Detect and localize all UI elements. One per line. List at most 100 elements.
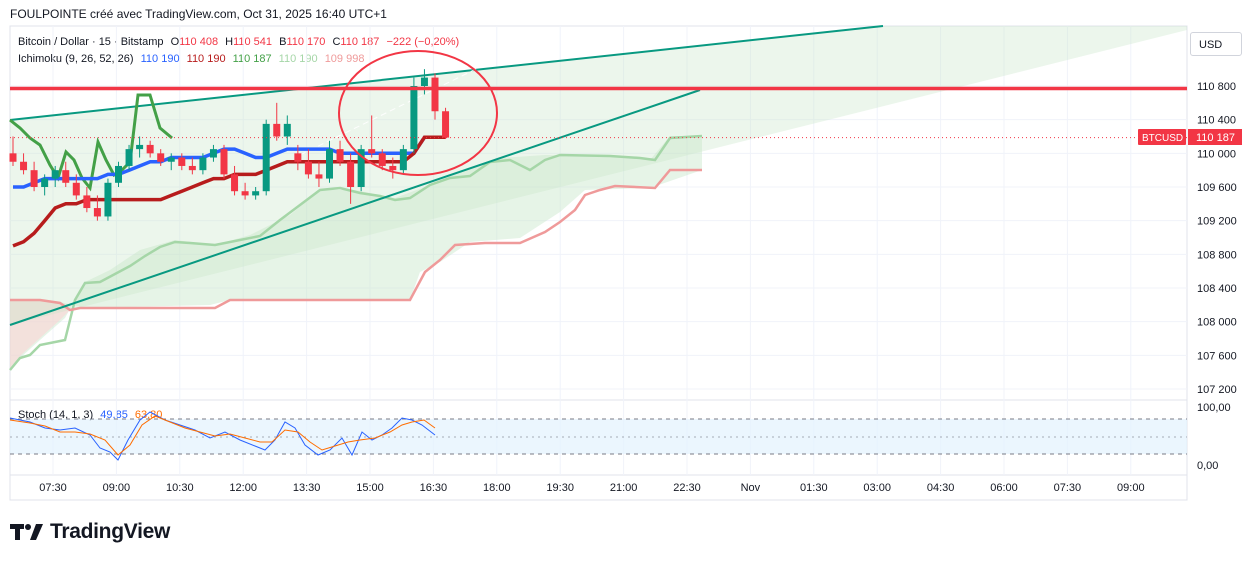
- candle-body: [357, 149, 365, 187]
- candle-body: [304, 161, 312, 175]
- candlestick-series: [9, 69, 450, 221]
- candle-body: [62, 170, 70, 183]
- ichimoku-cloud-bearish: [10, 300, 70, 368]
- time-tick-label: 12:00: [229, 482, 257, 494]
- ichimoku-span-a-value: 110 190: [278, 53, 318, 65]
- candle-body: [420, 77, 428, 86]
- price-axis: 110 800 110 400 110 000 109 600 109 200 108 8…: [1197, 81, 1237, 396]
- candle-body: [262, 123, 270, 192]
- tradingview-logo-text: TradingView: [50, 520, 171, 543]
- candle-body: [199, 157, 207, 171]
- candle-body: [41, 178, 49, 187]
- candle-body: [326, 149, 333, 179]
- candle-body: [51, 170, 59, 179]
- tradingview-logo-icon: [10, 524, 43, 540]
- candle-body: [399, 149, 407, 171]
- candle-body: [136, 144, 144, 150]
- open-value: O110 408: [170, 36, 219, 48]
- candle-body: [347, 161, 355, 187]
- candle-body: [188, 165, 196, 171]
- low-value: B110 170: [279, 36, 326, 48]
- time-tick-label: 06:00: [990, 482, 1018, 494]
- candle-body: [389, 165, 397, 171]
- highlight-circle: [338, 50, 498, 176]
- candle-body: [442, 111, 450, 138]
- channel-mid-line: [299, 27, 561, 156]
- candle-body: [220, 149, 228, 175]
- time-tick-label: 04:30: [927, 482, 955, 494]
- time-tick-label: 18:00: [483, 482, 511, 494]
- stoch-label: Stoch (14, 1, 3): [18, 409, 94, 421]
- candle-body: [93, 208, 101, 217]
- candle-body: [104, 182, 112, 217]
- price-tick-label: 107 600: [1197, 350, 1237, 362]
- candle-body: [178, 157, 186, 166]
- stoch-k-value: 49,85: [100, 409, 128, 421]
- change-value: −222 (−0,20%): [386, 36, 460, 48]
- candle-body: [231, 174, 239, 192]
- candle-body: [315, 174, 323, 179]
- candle-body: [336, 149, 344, 162]
- candle-body: [209, 149, 217, 158]
- candle-body: [146, 144, 154, 154]
- candle-body: [115, 165, 122, 183]
- ichimoku-kijun-value: 110 190: [186, 53, 226, 65]
- ichimoku-chikou-line: [9, 93, 173, 192]
- stoch-legend: Stoch (14, 1, 3) 49,85 63,80: [18, 409, 166, 421]
- candle-body: [410, 86, 418, 150]
- time-tick-label: 03:00: [863, 482, 891, 494]
- ichimoku-cloud-bullish: [10, 136, 702, 370]
- time-tick-label: 10:30: [166, 482, 194, 494]
- ichimoku-chikou-value: 110 187: [232, 53, 272, 65]
- candle-body: [294, 153, 302, 162]
- candle-body: [368, 149, 376, 154]
- chart-header: FOULPOINTE créé avec TradingView.com, Oc…: [10, 7, 387, 21]
- time-tick-label: 16:30: [420, 482, 448, 494]
- tradingview-logo: TradingView: [10, 518, 170, 546]
- ichimoku-legend: Ichimoku (9, 26, 52, 26) 110 190 110 190…: [18, 53, 368, 65]
- channel-upper-line: [9, 25, 884, 121]
- stoch-k-line: [9, 411, 436, 461]
- price-tick-label: 110 000: [1197, 148, 1236, 160]
- stoch-axis-0: 0,00: [1197, 460, 1218, 472]
- price-tick-label: 110 400: [1197, 115, 1236, 127]
- time-tick-label: Nov: [741, 482, 761, 494]
- candle-body: [273, 123, 281, 137]
- ichimoku-span-b-value: 109 998: [324, 53, 365, 65]
- candle-body: [83, 195, 91, 209]
- time-axis: 07:30 09:00 10:30 12:00 13:30 15:00 16:30 18:00…: [39, 482, 1144, 494]
- currency-button[interactable]: USD: [1190, 32, 1242, 56]
- price-tick-label: 109 600: [1197, 182, 1237, 194]
- ichimoku-span-a-line: [9, 134, 703, 371]
- price-tick-label: 110 800: [1197, 81, 1236, 93]
- price-tick-label: 107 200: [1197, 384, 1237, 396]
- time-tick-label: 21:00: [610, 482, 638, 494]
- candle-body: [283, 123, 291, 137]
- symbol-name: Bitcoin / Dollar · 15 · Bitstamp: [18, 36, 164, 48]
- channel-lower-line: [9, 89, 701, 326]
- candle-body: [167, 157, 175, 162]
- time-tick-label: 22:30: [673, 482, 701, 494]
- price-tag: BTCUSD 110 187: [1138, 129, 1242, 145]
- candle-body: [20, 161, 28, 171]
- time-tick-label: 13:30: [293, 482, 321, 494]
- candle-body: [9, 153, 17, 162]
- price-tick-label: 108 400: [1197, 283, 1237, 295]
- candle-body: [157, 153, 165, 162]
- price-tag-label: BTCUSD: [1142, 133, 1183, 144]
- time-tick-label: 01:30: [800, 482, 828, 494]
- time-tick-label: 07:30: [39, 482, 67, 494]
- ichimoku-tenkan-value: 110 190: [140, 53, 180, 65]
- time-tick-label: 07:30: [1054, 482, 1082, 494]
- time-tick-label: 19:30: [546, 482, 574, 494]
- candle-body: [72, 182, 80, 196]
- time-tick-label: 15:00: [356, 482, 384, 494]
- price-tick-label: 108 000: [1197, 317, 1237, 329]
- candle-body: [252, 191, 260, 196]
- price-tick-label: 109 200: [1197, 216, 1237, 228]
- channel-fill: [10, 26, 1187, 325]
- ichimoku-label: Ichimoku (9, 26, 52, 26): [18, 53, 134, 65]
- time-tick-label: 09:00: [103, 482, 131, 494]
- time-tick-label: 09:00: [1117, 482, 1145, 494]
